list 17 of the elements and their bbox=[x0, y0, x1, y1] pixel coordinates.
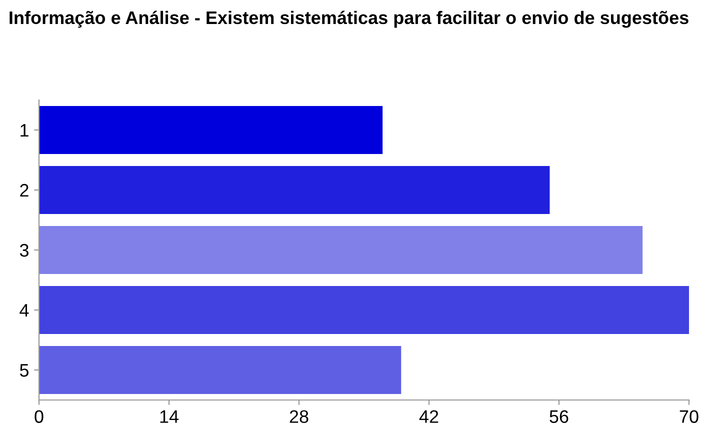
bar bbox=[39, 346, 402, 394]
x-tick-label: 70 bbox=[680, 410, 698, 423]
y-tick-label: 1 bbox=[20, 124, 28, 137]
x-tick-label: 56 bbox=[550, 410, 568, 423]
bar bbox=[39, 166, 550, 214]
chart-title: Informação e Análise - Existem sistemáticas para facilitar o envio de sugestões bbox=[10, 10, 688, 28]
y-tick-label: 2 bbox=[20, 184, 28, 197]
bar bbox=[39, 286, 689, 334]
y-tick-label: 5 bbox=[20, 364, 29, 377]
x-tick-label: 28 bbox=[290, 410, 308, 423]
x-tick-label: 42 bbox=[419, 410, 438, 423]
x-tick-label: 0 bbox=[34, 410, 44, 423]
bar bbox=[39, 226, 643, 274]
y-tick-label: 4 bbox=[20, 304, 29, 317]
bar bbox=[39, 106, 383, 154]
x-tick-label: 14 bbox=[160, 410, 179, 423]
y-tick-label: 3 bbox=[20, 244, 28, 257]
